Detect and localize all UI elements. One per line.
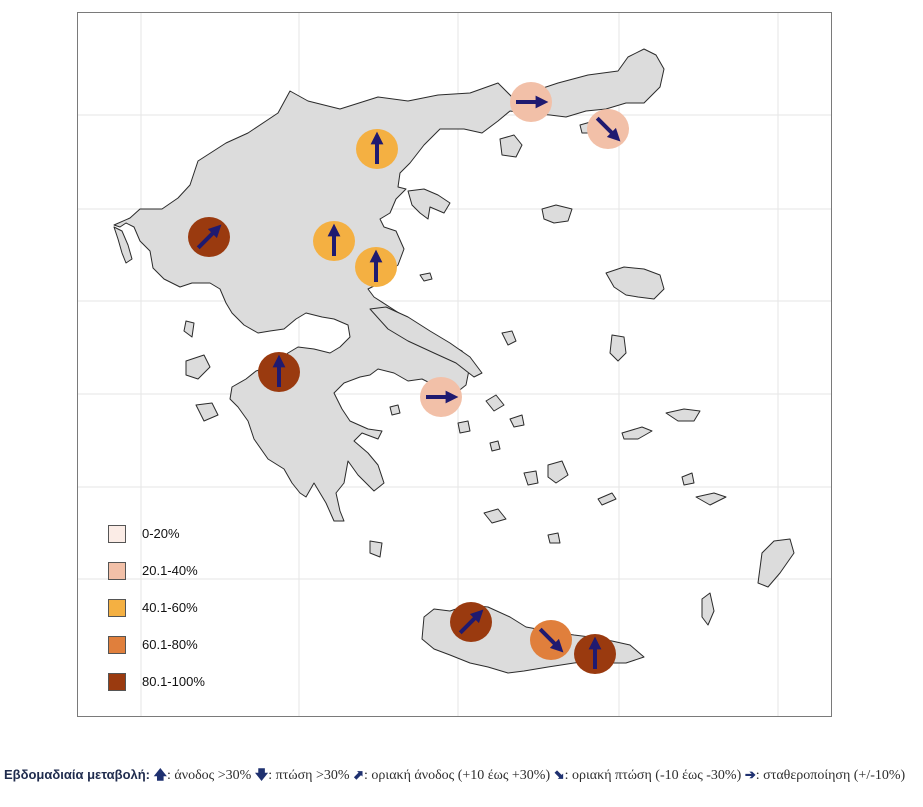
right-arrow-icon: ➔ xyxy=(744,767,756,782)
legend-swatch xyxy=(108,599,126,617)
landmass-chalkidiki xyxy=(407,188,451,220)
landmass-thasos xyxy=(499,134,523,158)
landmass-aegina xyxy=(389,404,401,416)
landmass-syros xyxy=(489,440,501,452)
landmass-samos xyxy=(665,408,701,422)
down-right-arrow-icon xyxy=(595,116,621,142)
landmass-evia xyxy=(369,306,483,378)
down-right-arrow-icon xyxy=(538,627,564,653)
legend-label: 60.1-80% xyxy=(142,637,198,652)
legend-label: 0-20% xyxy=(142,526,180,541)
greece-map xyxy=(78,13,831,716)
region-symbol xyxy=(574,634,616,674)
legend-label: 40.1-60% xyxy=(142,600,198,615)
landmass-ikaria xyxy=(621,426,653,440)
landmass-chios xyxy=(609,334,627,362)
up-right-arrow-icon: ⬈ xyxy=(353,767,365,782)
landmass-kythira xyxy=(369,540,383,558)
footnote-down-text: : πτώση >30% xyxy=(268,768,350,783)
footnote-marginal-up-text: : οριακή άνοδος (+10 έως +30%) xyxy=(364,768,551,783)
region-symbol xyxy=(188,217,230,257)
landmass-tinos xyxy=(509,414,525,428)
region-symbol xyxy=(356,129,398,169)
legend-swatch xyxy=(108,636,126,654)
landmass-karpathos xyxy=(701,592,715,626)
footnote-up-text: : άνοδος >30% xyxy=(167,768,252,783)
landmass-zakynthos xyxy=(195,402,219,422)
legend-footnote: Εβδομαδιαία μεταβολή: 🡅: άνοδος >30% 🡇: … xyxy=(4,764,914,786)
landmass-santorini xyxy=(547,532,561,544)
legend-swatch xyxy=(108,562,126,580)
landmass-andros xyxy=(485,394,505,412)
landmass-lesvos xyxy=(605,266,665,300)
map-panel: 0-20% 20.1-40% 40.1-60% 60.1-80% 80.1-10… xyxy=(77,12,832,717)
landmass-sporades xyxy=(419,272,433,282)
region-symbol xyxy=(313,221,355,261)
region-symbol xyxy=(450,602,492,642)
landmass-mainland xyxy=(113,48,665,522)
region-symbol xyxy=(258,352,300,392)
landmass-amorgos xyxy=(597,492,617,506)
landmass-kalymnos xyxy=(681,472,695,486)
up-right-arrow-icon xyxy=(458,609,484,635)
legend-swatch xyxy=(108,673,126,691)
landmass-milos xyxy=(483,508,507,524)
landmass-paros xyxy=(523,470,539,486)
legend-swatch xyxy=(108,525,126,543)
landmass-kea xyxy=(457,420,471,434)
down-right-arrow-icon: ⬊ xyxy=(553,767,565,782)
landmass-lemnos xyxy=(541,204,573,224)
region-symbol xyxy=(587,109,629,149)
landmass-skyros xyxy=(501,330,517,346)
footnote-stable-text: : σταθεροποίηση (+/-10%) xyxy=(755,768,906,783)
landmass-naxos xyxy=(547,460,569,484)
up-right-arrow-icon xyxy=(196,224,222,250)
region-symbol xyxy=(530,620,572,660)
region-symbol xyxy=(420,377,462,417)
legend-label: 80.1-100% xyxy=(142,674,205,689)
footnote-marginal-down-text: : οριακή πτώση (-10 έως -30%) xyxy=(564,768,742,783)
landmass-corfu xyxy=(113,226,133,264)
region-symbol xyxy=(355,247,397,287)
landmass-kefalonia xyxy=(185,354,211,380)
landmass-lefkada xyxy=(183,320,195,338)
landmass-rhodes xyxy=(757,538,795,588)
legend-label: 20.1-40% xyxy=(142,563,198,578)
region-symbol xyxy=(510,82,552,122)
down-arrow-icon: 🡇 xyxy=(254,767,269,782)
landmass-kos xyxy=(695,492,727,506)
up-arrow-icon: 🡅 xyxy=(153,767,168,782)
footnote-lead: Εβδομαδιαία μεταβολή: xyxy=(4,767,151,782)
